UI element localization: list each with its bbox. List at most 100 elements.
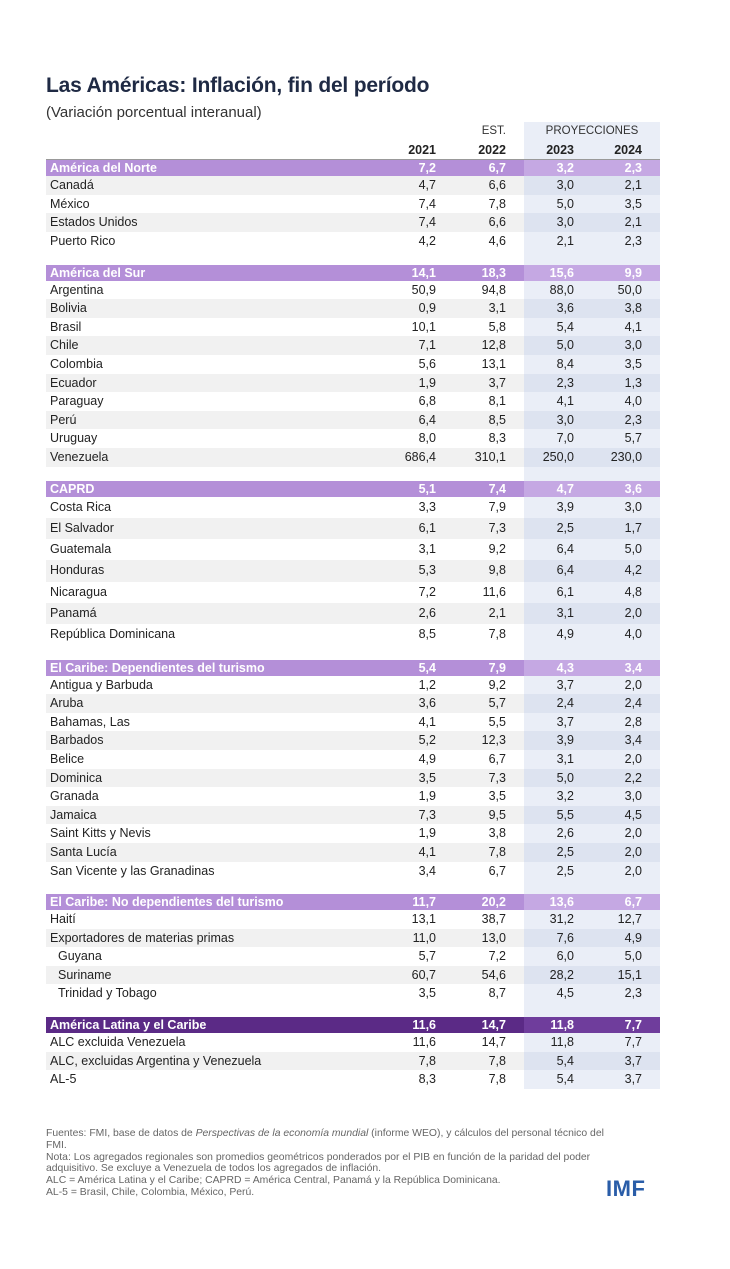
row-value: 4,5 xyxy=(592,805,661,825)
report-container: Las Américas: Inflación, fin del período… xyxy=(46,72,661,1089)
row-value: 5,4 xyxy=(524,1070,592,1089)
row-value: 31,2 xyxy=(524,910,592,929)
table-row: Bahamas, Las 4,1 5,5 3,7 2,8 xyxy=(46,712,661,732)
row-label: Argentina xyxy=(50,282,104,297)
row-label: Granada xyxy=(50,789,99,804)
row-value: 3,9 xyxy=(524,731,592,750)
group-value: 14,7 xyxy=(454,1017,524,1034)
row-value: 2,6 xyxy=(384,602,454,625)
group-value: 11,8 xyxy=(524,1017,592,1034)
group-spacer xyxy=(46,880,661,895)
row-value: 6,6 xyxy=(454,213,524,232)
row-value: 7,2 xyxy=(418,584,436,599)
row-label: Saint Kitts y Nevis xyxy=(50,826,151,841)
group-value: 13,6 xyxy=(524,894,592,911)
table-row: Exportadores de materias primas 11,0 13,0 7… xyxy=(46,928,661,948)
table-row: Suriname 60,7 54,6 28,2 15,1 xyxy=(46,965,661,985)
table-row: Venezuela 686,4 310,1 250,0 230,0 xyxy=(46,447,661,467)
row-value: 3,4 xyxy=(592,731,661,750)
row-label: Guatemala xyxy=(50,542,112,557)
row-label: República Dominicana xyxy=(50,627,176,642)
row-value: 4,9 xyxy=(418,751,436,766)
group-header-row: América Latina y el Caribe 11,6 14,7 11,8 7,… xyxy=(46,1017,661,1034)
row-value: 3,4 xyxy=(418,863,436,878)
group-name: CAPRD xyxy=(46,480,384,497)
row-label: El Salvador xyxy=(46,517,384,540)
row-label: Honduras xyxy=(46,560,384,582)
row-value: 2,6 xyxy=(524,824,592,843)
row-value: 11,8 xyxy=(524,1033,592,1052)
row-value: 3,7 xyxy=(524,712,592,732)
row-label: Estados Unidos xyxy=(46,213,384,232)
row-value: 3,0 xyxy=(524,410,592,430)
al5-note: AL-5 = Brasil, Chile, Colombia, México, … xyxy=(46,1186,255,1198)
row-value: 2,1 xyxy=(592,176,661,195)
row-value: 2,2 xyxy=(592,768,661,788)
row-value: 13,1 xyxy=(411,912,436,927)
row-value: 3,3 xyxy=(418,499,436,514)
table-row: Uruguay 8,0 8,3 7,0 5,7 xyxy=(46,429,661,448)
group-name: América del Sur xyxy=(46,264,384,281)
row-value: 2,4 xyxy=(524,694,592,713)
group-spacer xyxy=(46,645,661,660)
row-value: 7,6 xyxy=(524,928,592,948)
table-row: Trinidad y Tobago 3,5 8,7 4,5 2,3 xyxy=(46,984,661,1004)
row-label: Exportadores de materias primas xyxy=(46,928,384,948)
row-value: 50,9 xyxy=(411,282,436,297)
row-value: 13,0 xyxy=(454,928,524,948)
row-value: 8,4 xyxy=(524,354,592,374)
row-value: 11,0 xyxy=(384,928,454,948)
row-value: 7,2 xyxy=(488,949,506,964)
row-value: 6,1 xyxy=(384,517,454,540)
group-value: 6,7 xyxy=(454,159,524,177)
row-value: 3,5 xyxy=(592,354,661,374)
row-label: Bahamas, Las xyxy=(50,714,130,729)
row-label: Belice xyxy=(50,751,85,766)
row-value: 2,5 xyxy=(524,861,592,881)
row-value: 2,5 xyxy=(524,842,592,862)
row-value: 5,0 xyxy=(524,768,592,788)
table-row: Brasil 10,1 5,8 5,4 4,1 xyxy=(46,317,661,337)
footnotes: Fuentes: FMI, base de datos de Perspecti… xyxy=(46,1128,606,1199)
row-value: 8,5 xyxy=(418,627,436,642)
row-value: 3,7 xyxy=(592,1051,661,1071)
row-value: 4,6 xyxy=(488,233,506,248)
table-row: Granada 1,9 3,5 3,2 3,0 xyxy=(46,787,661,806)
row-value: 4,1 xyxy=(524,392,592,411)
row-label: Santa Lucía xyxy=(46,842,384,862)
row-value: 6,4 xyxy=(524,560,592,582)
row-value: 5,6 xyxy=(418,356,436,371)
row-label: Aruba xyxy=(46,694,384,713)
row-value: 8,3 xyxy=(418,1072,436,1087)
group-value: 6,7 xyxy=(592,894,661,911)
table-row: Saint Kitts y Nevis 1,9 3,8 2,6 2,0 xyxy=(46,824,661,843)
row-label: Haití xyxy=(50,912,76,927)
group-header-row: CAPRD 5,1 7,4 4,7 3,6 xyxy=(46,480,661,497)
group-value: 5,1 xyxy=(384,480,454,497)
row-label: México xyxy=(50,196,90,211)
row-label: ALC, excluidas Argentina y Venezuela xyxy=(46,1051,384,1071)
group-header-row: América del Norte 7,2 6,7 3,2 2,3 xyxy=(46,159,661,177)
row-value: 13,1 xyxy=(481,356,506,371)
row-value: 3,7 xyxy=(454,373,524,393)
table-row: Barbados 5,2 12,3 3,9 3,4 xyxy=(46,731,661,750)
group-value: 7,2 xyxy=(384,159,454,177)
row-value: 7,3 xyxy=(454,517,524,540)
row-value: 8,3 xyxy=(488,431,506,446)
row-value: 3,8 xyxy=(488,826,506,841)
row-value: 1,9 xyxy=(418,826,436,841)
table-row: Belice 4,9 6,7 3,1 2,0 xyxy=(46,749,661,769)
row-value: 6,7 xyxy=(488,863,506,878)
row-value: 2,3 xyxy=(592,984,661,1004)
row-label: Uruguay xyxy=(50,431,98,446)
row-value: 3,5 xyxy=(418,986,436,1001)
row-label: Panamá xyxy=(46,602,384,625)
row-value: 5,7 xyxy=(454,694,524,713)
row-value: 4,1 xyxy=(384,842,454,862)
table-row: ALC excluida Venezuela 11,6 14,7 11,8 7,7 xyxy=(46,1033,661,1052)
row-value: 9,2 xyxy=(488,542,506,557)
row-value: 3,0 xyxy=(524,176,592,195)
row-value: 5,4 xyxy=(524,1051,592,1071)
row-value: 0,9 xyxy=(384,299,454,318)
row-value: 7,8 xyxy=(488,196,506,211)
